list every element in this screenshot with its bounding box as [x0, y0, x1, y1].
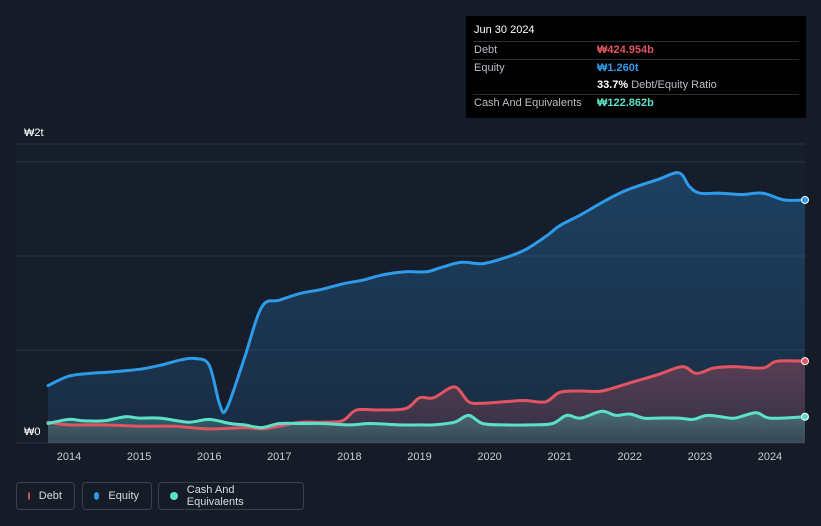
tooltip-debt-value: ₩424.954b	[597, 44, 654, 56]
tooltip-equity-value: ₩1.260t	[597, 62, 639, 74]
chart-lines	[46, 171, 807, 431]
tooltip-row-debt: Debt ₩424.954b	[473, 41, 799, 59]
cash-line	[46, 409, 807, 430]
tooltip-ratio-label: Debt/Equity Ratio	[631, 79, 717, 91]
y-tick-label-max: ₩2t	[24, 127, 44, 139]
cash-end-marker	[801, 412, 809, 421]
chart-areas	[48, 172, 805, 443]
tooltip-panel: Jun 30 2024 Debt ₩424.954b Equity ₩1.260…	[466, 16, 806, 118]
x-tick-label: 2019	[407, 451, 431, 463]
tooltip-row-equity: Equity ₩1.260t	[473, 59, 799, 77]
equity-line	[46, 171, 807, 415]
x-tick-label: 2018	[337, 451, 361, 463]
x-axis-labels: 2014 2015 2016 2017 2018 2019 2020 2021 2022 2023…	[57, 451, 782, 463]
x-tick-label: 2022	[618, 451, 642, 463]
equity-legend-dot	[94, 492, 100, 500]
legend-equity-label: Equity	[108, 490, 139, 502]
x-tick-label: 2023	[688, 451, 712, 463]
debt-line	[46, 359, 807, 431]
x-tick-label: 2024	[758, 451, 782, 463]
legend-item-debt[interactable]: Debt	[16, 482, 75, 510]
equity-end-marker	[801, 195, 809, 204]
cash-legend-dot	[170, 492, 178, 500]
x-tick-label: 2021	[547, 451, 571, 463]
series-end-markers	[801, 195, 809, 421]
tooltip-row-ratio: 33.7% Debt/Equity Ratio	[473, 77, 799, 94]
legend-item-cash[interactable]: Cash And Equivalents	[158, 482, 304, 510]
cash-area	[48, 411, 805, 443]
y-axis-labels: ₩2t ₩0	[24, 127, 44, 438]
tooltip-equity-label: Equity	[474, 62, 505, 74]
x-tick-label: 2017	[267, 451, 291, 463]
legend-debt-label: Debt	[38, 490, 62, 502]
tooltip-cash-label: Cash And Equivalents	[474, 97, 582, 109]
tooltip-row-cash: Cash And Equivalents ₩122.862b	[473, 94, 799, 112]
x-tick-label: 2020	[477, 451, 501, 463]
x-tick-label: 2015	[127, 451, 151, 463]
equity-area	[48, 172, 805, 443]
legend-cash-label: Cash And Equivalents	[186, 484, 244, 508]
tooltip-date: Jun 30 2024	[474, 24, 535, 36]
tooltip-cash-value: ₩122.862b	[597, 97, 654, 109]
debt-legend-dot	[28, 492, 30, 500]
x-tick-label: 2014	[57, 451, 81, 463]
tooltip-debt-label: Debt	[474, 44, 498, 56]
debt-end-marker	[801, 357, 809, 366]
tooltip-ratio-value: 33.7%	[597, 79, 629, 91]
x-tick-label: 2016	[197, 451, 221, 463]
legend-item-equity[interactable]: Equity	[82, 482, 152, 510]
y-tick-label-zero: ₩0	[24, 426, 41, 438]
